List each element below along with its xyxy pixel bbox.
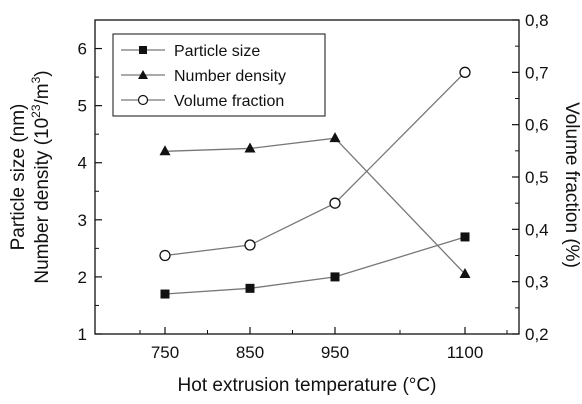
data-point-volume-fraction [459,66,471,78]
x-tick-label: 1100 [447,343,484,362]
y-left-tick-label: 4 [78,154,87,173]
y-left-tick-label: 6 [78,40,87,59]
data-point-number-density [459,268,471,279]
data-point-volume-fraction [244,239,256,251]
data-point-volume-fraction [329,197,341,209]
axis-ticks: 750 850 950 1100 1 2 3 4 5 6 0,2 0,3 0,4 0,5 0,6 0,7 0,8 [78,11,549,362]
legend-label-volume-fraction: Volume fraction [174,93,284,110]
series-markers [159,66,471,299]
y-right-tick-label: 0,7 [525,63,549,82]
legend-marker-open-circle [137,94,149,106]
data-point-particle-size [330,272,340,282]
y-right-tick-label: 0,4 [525,220,549,239]
series-line-open-circle [164,71,466,257]
y-axis-title-left-line2: Number density (1023/m3) [29,70,53,283]
y-right-tick-label: 0,2 [525,325,549,344]
legend-label-particle-size: Particle size [174,43,260,60]
y-right-tick-label: 0,8 [525,11,549,30]
y-right-tick-label: 0,3 [525,273,549,292]
y-right-tick-label: 0,5 [525,168,549,187]
data-point-particle-size [460,232,470,242]
data-point-number-density [329,132,341,143]
y-left-tick-label: 2 [78,268,87,287]
x-tick-label: 750 [151,343,179,362]
data-point-particle-size [245,283,255,293]
series-line-square [164,236,466,295]
x-tick-label: 950 [321,343,349,362]
legend-marker-square [139,46,147,54]
data-point-number-density [244,142,256,153]
data-point-number-density [159,145,171,156]
y-axis-title-left-line1: Particle size (nm) [8,104,29,251]
y-left-tick-label: 3 [78,211,87,230]
y-right-tick-label: 0,6 [525,116,549,135]
y-left-tick-label: 5 [78,97,87,116]
data-point-particle-size [160,289,170,299]
x-tick-label: 850 [236,343,264,362]
legend-marker-triangle [138,70,148,79]
series-lines [164,71,466,295]
x-axis-title: Hot extrusion temperature (°C) [178,375,437,396]
data-point-volume-fraction [159,249,171,262]
y-axis-title-right: Volume fraction (%) [561,102,582,268]
series-line-triangle [164,137,466,275]
legend: Particle size Number density Volume frac… [112,33,326,117]
legend-label-number-density: Number density [174,68,286,85]
y-left-tick-label: 1 [78,325,87,344]
